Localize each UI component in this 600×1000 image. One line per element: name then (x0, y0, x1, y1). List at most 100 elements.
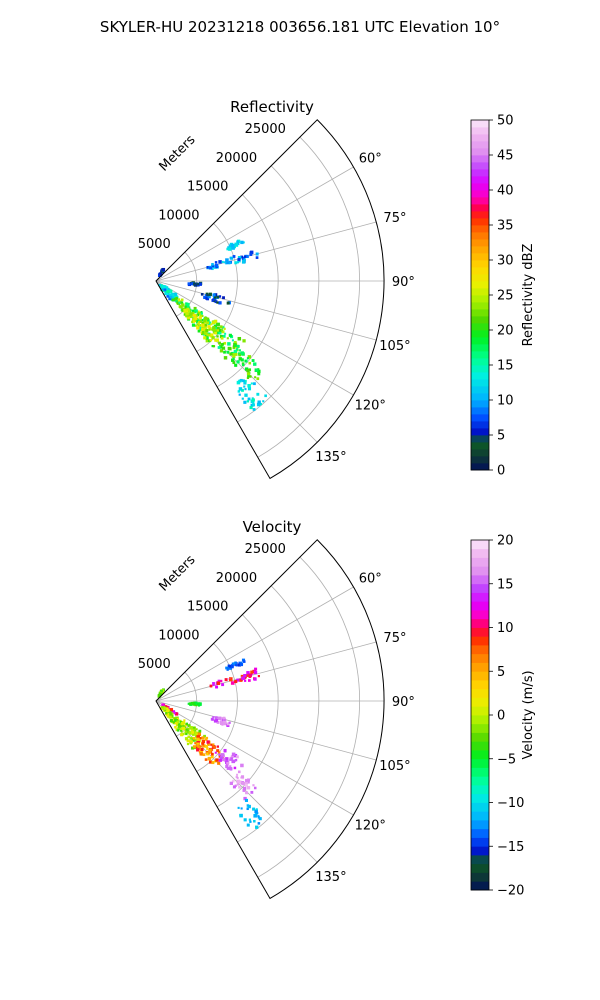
echo-pixel (229, 765, 232, 768)
echo-pixel (180, 721, 185, 726)
colorbar-segment (471, 872, 489, 882)
echo-pixel (183, 309, 187, 313)
echo-pixel (216, 335, 219, 338)
velocity-panel: 60° 75° 90° 105° 120° 135° 5000 10000 15000 20000… (138, 518, 536, 900)
echo-pixel (214, 716, 218, 720)
echo-pixel (264, 394, 267, 398)
echo-pixel (192, 320, 196, 323)
colorbar-segment (471, 767, 489, 777)
echo-pixel (248, 673, 252, 678)
echo-pixel (203, 336, 207, 340)
echo-pixel (191, 746, 195, 750)
echo-pixel (216, 322, 220, 326)
echo-pixel (238, 349, 241, 352)
echo-pixel (172, 721, 175, 724)
echo-pixel (193, 702, 196, 705)
echo-pixel (246, 357, 249, 360)
azimuth-grid-line (155, 166, 354, 282)
echo-pixel (213, 319, 218, 324)
echo-pixel (186, 727, 190, 731)
azimuth-tick-label: 120° (355, 399, 386, 414)
range-tick-label: 20000 (216, 571, 257, 586)
colorbar-segment (471, 592, 489, 602)
echo-pixel (225, 757, 229, 761)
echo-pixel (186, 739, 190, 743)
colorbar-segment (471, 400, 489, 408)
echo-pixel (194, 309, 198, 313)
colorbar-tick-label: −5 (497, 752, 516, 767)
colorbar-segment (471, 358, 489, 366)
echo-pixel (248, 361, 252, 365)
echo-pixel (158, 283, 162, 287)
echo-pixel (236, 344, 240, 348)
echo-pixel (222, 296, 225, 300)
echo-pixel (196, 735, 200, 739)
echo-pixel (186, 742, 190, 746)
echo-pixel (199, 752, 203, 756)
colorbar-segment (471, 645, 489, 655)
echo-pixel (185, 302, 188, 305)
echo-pixel (203, 327, 206, 331)
echo-pixel (252, 807, 256, 811)
echo-pixel (190, 728, 195, 733)
reflectivity-colorbar: 0 5 10 15 20 25 30 35 40 45 50 Reflectivity dBZ (470, 114, 536, 479)
echo-pixel (221, 683, 225, 687)
echo-pixel (200, 292, 204, 296)
echo-pixel (201, 318, 204, 322)
echo-pixel (181, 726, 186, 731)
echo-pixel (211, 755, 214, 759)
echo-pixel (169, 295, 172, 299)
echo-pixel (218, 753, 221, 756)
colorbar-tick-label: −15 (497, 840, 524, 855)
echo-pixel (230, 256, 234, 260)
echo-pixel (198, 729, 202, 733)
colorbar-segment (471, 232, 489, 240)
echo-pixel (203, 295, 207, 300)
echo-pixel (247, 355, 252, 359)
echo-pixel (186, 302, 190, 306)
colorbar-segment (471, 344, 489, 352)
echo-pixel (192, 313, 197, 318)
echo-pixel (240, 240, 244, 245)
echo-pixel (175, 300, 178, 303)
echo-pixel (248, 818, 252, 821)
colorbar-segment (471, 653, 489, 663)
echo-pixel (228, 247, 232, 251)
echo-pixel (236, 380, 241, 385)
colorbar-segment (471, 211, 489, 219)
colorbar-segment (471, 785, 489, 795)
echo-pixel (222, 326, 225, 329)
colorbar-segment (471, 267, 489, 275)
colorbar-segment (471, 421, 489, 429)
colorbar-segment (471, 456, 489, 464)
colorbar-segment (471, 793, 489, 803)
echo-pixel (246, 674, 249, 677)
echo-field (157, 658, 262, 829)
colorbar-segment (471, 155, 489, 163)
echo-pixel (212, 682, 215, 685)
colorbar-label: Velocity (m/s) (521, 670, 536, 759)
colorbar-tick-label: 10 (497, 394, 514, 409)
echo-pixel (243, 385, 246, 388)
echo-pixel (222, 719, 227, 723)
echo-pixel (223, 341, 227, 345)
echo-pixel (237, 678, 241, 682)
echo-pixel (192, 736, 196, 740)
echo-pixel (255, 825, 259, 829)
echo-pixel (201, 323, 205, 327)
echo-pixel (181, 303, 185, 307)
colorbar-segment (471, 169, 489, 177)
echo-pixel (257, 822, 261, 825)
range-tick-label: 25000 (245, 122, 286, 137)
range-tick-label: 15000 (187, 600, 228, 615)
echo-pixel (208, 292, 212, 296)
echo-pixel (207, 756, 212, 761)
echo-pixel (208, 328, 211, 331)
echo-pixel (188, 309, 191, 312)
echo-pixel (216, 745, 220, 748)
colorbar-segment (471, 855, 489, 865)
colorbar-tick-label: 20 (497, 324, 514, 339)
echo-pixel (201, 321, 205, 325)
echo-pixel (254, 809, 258, 813)
echo-pixel (234, 352, 238, 356)
